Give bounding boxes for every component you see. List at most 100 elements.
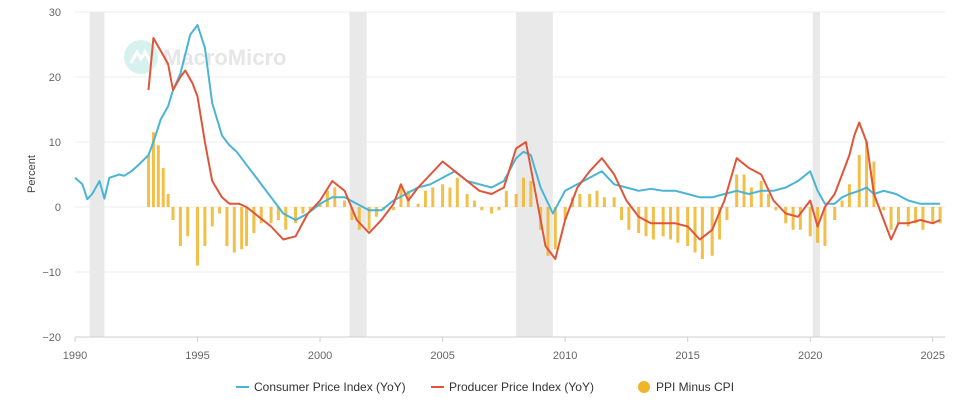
bar-ppi-minus-cpi	[882, 207, 886, 211]
bar-ppi-minus-cpi	[480, 207, 484, 211]
bar-ppi-minus-cpi	[553, 207, 557, 250]
recession-band	[812, 12, 821, 337]
legend-label: Producer Price Index (YoY)	[449, 380, 594, 394]
bar-ppi-minus-cpi	[161, 168, 165, 207]
bar-ppi-minus-cpi	[627, 207, 631, 230]
x-tick-label: 1990	[63, 350, 87, 362]
bar-ppi-minus-cpi	[232, 207, 236, 253]
bar-ppi-minus-cpi	[210, 207, 214, 227]
bar-ppi-minus-cpi	[774, 207, 778, 211]
bar-ppi-minus-cpi	[529, 181, 533, 207]
legend-label: PPI Minus CPI	[656, 380, 734, 394]
bar-ppi-minus-cpi	[151, 132, 155, 207]
legend-item[interactable]: Consumer Price Index (YoY)	[236, 380, 406, 394]
bar-ppi-minus-cpi	[595, 190, 599, 207]
bar-ppi-minus-cpi	[865, 142, 869, 207]
bar-ppi-minus-cpi	[620, 207, 624, 220]
bar-ppi-minus-cpi	[588, 194, 592, 207]
bar-ppi-minus-cpi	[416, 203, 420, 207]
y-tick-label: 30	[49, 7, 61, 19]
bar-ppi-minus-cpi	[284, 207, 288, 230]
bar-ppi-minus-cpi	[612, 197, 616, 207]
bar-ppi-minus-cpi	[823, 207, 827, 246]
bar-ppi-minus-cpi	[938, 207, 942, 224]
bar-ppi-minus-cpi	[602, 197, 606, 207]
bar-ppi-minus-cpi	[872, 161, 876, 207]
bar-ppi-minus-cpi	[448, 187, 452, 207]
bar-ppi-minus-cpi	[196, 207, 200, 266]
bar-ppi-minus-cpi	[521, 177, 525, 207]
bar-ppi-minus-cpi	[921, 207, 925, 230]
legend-item[interactable]: PPI Minus CPI	[638, 380, 734, 394]
bar-ppi-minus-cpi	[808, 207, 812, 237]
recession-band	[89, 12, 105, 337]
bar-ppi-minus-cpi	[259, 207, 263, 224]
x-tick-label: 2000	[308, 350, 332, 362]
bar-ppi-minus-cpi	[156, 145, 160, 207]
bar-ppi-minus-cpi	[889, 207, 893, 230]
bar-ppi-minus-cpi	[203, 207, 207, 246]
x-tick-label: 2005	[430, 350, 454, 362]
bar-ppi-minus-cpi	[252, 207, 256, 233]
x-tick-label: 2015	[675, 350, 699, 362]
bar-ppi-minus-cpi	[350, 207, 354, 220]
bar-ppi-minus-cpi	[392, 207, 396, 211]
bar-ppi-minus-cpi	[301, 207, 305, 214]
bar-ppi-minus-cpi	[147, 155, 151, 207]
bar-ppi-minus-cpi	[318, 203, 322, 207]
bar-ppi-minus-cpi	[431, 187, 435, 207]
watermark-logo-mark	[129, 48, 153, 64]
bar-ppi-minus-cpi	[497, 207, 501, 211]
bar-ppi-minus-cpi	[833, 207, 837, 220]
legend[interactable]: Consumer Price Index (YoY) Producer Price…	[236, 380, 734, 394]
bar-ppi-minus-cpi	[178, 207, 182, 246]
bar-ppi-minus-cpi	[661, 207, 665, 237]
bar-ppi-minus-cpi	[423, 190, 427, 207]
x-tick-label: 2010	[553, 350, 577, 362]
bar-ppi-minus-cpi	[374, 207, 378, 217]
bar-ppi-minus-cpi	[563, 207, 567, 220]
line-series	[74, 24, 941, 260]
bar-ppi-minus-cpi	[931, 207, 935, 224]
bar-ppi-minus-cpi	[798, 207, 802, 230]
bar-ppi-minus-cpi	[225, 207, 229, 246]
bar-ppi-minus-cpi	[637, 207, 641, 233]
bar-ppi-minus-cpi	[276, 207, 280, 220]
y-tick-label: −10	[42, 267, 61, 279]
x-tick-label: 2020	[798, 350, 822, 362]
bar-ppi-minus-cpi	[218, 207, 222, 214]
bar-ppi-minus-cpi	[718, 207, 722, 240]
recession-band	[349, 12, 367, 337]
bar-ppi-minus-cpi	[847, 184, 851, 207]
bar-ppi-minus-cpi	[767, 194, 771, 207]
bar-ppi-minus-cpi	[896, 207, 900, 224]
bar-ppi-minus-cpi	[357, 207, 361, 230]
bar-ppi-minus-cpi	[441, 184, 445, 207]
recession-bands	[89, 12, 821, 337]
recession-band	[516, 12, 553, 337]
bar-ppi-minus-cpi	[308, 207, 312, 211]
bar-ppi-minus-cpi	[857, 155, 861, 207]
legend-label: Consumer Price Index (YoY)	[254, 380, 406, 394]
bar-ppi-minus-cpi	[700, 207, 704, 259]
bar-ppi-minus-cpi	[240, 207, 244, 250]
bar-ppi-minus-cpi	[504, 190, 508, 207]
bar-ppi-minus-cpi	[490, 207, 494, 214]
bar-ppi-minus-cpi	[784, 207, 788, 224]
bar-ppi-minus-cpi	[914, 207, 918, 224]
legend-item[interactable]: Producer Price Index (YoY)	[431, 380, 594, 394]
bar-ppi-minus-cpi	[742, 174, 746, 207]
bar-ppi-minus-cpi	[840, 200, 844, 207]
bar-ppi-minus-cpi	[578, 194, 582, 207]
bar-ppi-minus-cpi	[294, 207, 298, 224]
bar-ppi-minus-cpi	[514, 194, 518, 207]
bar-ppi-minus-cpi	[791, 207, 795, 230]
bar-ppi-minus-cpi	[749, 187, 753, 207]
dot-marker-icon	[638, 381, 650, 393]
y-axis-title: Percent	[26, 155, 38, 193]
line-ppi	[147, 37, 941, 260]
bar-ppi-minus-cpi	[546, 207, 550, 256]
